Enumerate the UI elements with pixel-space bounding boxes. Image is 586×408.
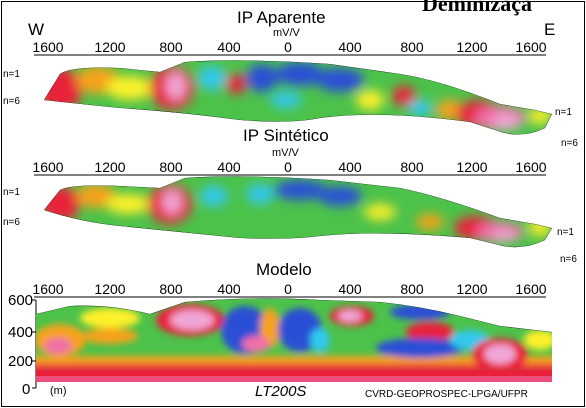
panel2-level-n1-right: n=1 [557, 227, 574, 238]
panel2-tick: 1200 [456, 159, 488, 175]
depth-label-0: 0 [22, 381, 31, 398]
panel1-tick: 1200 [456, 39, 488, 55]
panel2-title: IP Sintético [243, 126, 329, 145]
panel1-level-n6-left: n=6 [3, 96, 20, 107]
line-id: LT200S [255, 383, 307, 400]
banner-title: Deminizaçã [422, 0, 532, 16]
model-base-band-inner [36, 376, 552, 382]
panel3-tick: 1600 [32, 281, 64, 297]
panel1-level-n1-left: n=1 [3, 69, 20, 80]
panel2-tick: 1600 [32, 159, 64, 175]
panel2-tick: 1600 [515, 159, 547, 175]
panel3-tick: 1200 [94, 281, 126, 297]
panel3-tick: 1200 [456, 281, 488, 297]
panel1-level-n6-right: n=6 [561, 138, 578, 149]
panel3-tick: 800 [400, 281, 424, 297]
panel1-unit: mV/V [273, 27, 300, 39]
depth-unit: (m) [50, 385, 67, 397]
panel1-tick: 1600 [515, 39, 547, 55]
panel2-level-n6-left: n=6 [3, 217, 20, 228]
panel2-tick: 400 [338, 159, 362, 175]
panel1-tick: 400 [338, 39, 362, 55]
panel2-level-n1-left: n=1 [3, 187, 20, 198]
panel1-tick: 1600 [32, 39, 64, 55]
east-label: E [544, 20, 556, 39]
panel1-tick: 400 [217, 39, 241, 55]
panel2-tick: 800 [159, 159, 183, 175]
panel1-tick: 1200 [94, 39, 126, 55]
panel1-title: IP Aparente [237, 8, 326, 27]
panel3-tick: 0 [284, 281, 292, 297]
panel1-tick: 0 [284, 39, 292, 55]
panel1-pseudosection [44, 60, 552, 135]
panel1-level-n1-right: n=1 [555, 107, 572, 118]
panel1-tick: 800 [159, 39, 183, 55]
panel2-tick: 0 [284, 159, 292, 175]
depth-label-600: 600 [8, 292, 34, 309]
panel2-tick: 800 [400, 159, 424, 175]
depth-label-400: 400 [8, 324, 34, 341]
panel3-tick: 1600 [515, 281, 547, 297]
panel3-tick: 400 [338, 281, 362, 297]
panel2-tick: 1200 [94, 159, 126, 175]
panel2-unit: mV/V [272, 147, 299, 159]
panel3-title: Modelo [256, 260, 312, 279]
credit: CVRD-GEOPROSPEC-LPGA/UFPR [365, 389, 528, 400]
panel3-tick: 400 [217, 281, 241, 297]
west-label: W [28, 20, 45, 39]
panel3-tick: 800 [159, 281, 183, 297]
panel2-pseudosection [44, 176, 552, 248]
depth-label-200: 200 [8, 353, 34, 370]
panel1-tick: 800 [400, 39, 424, 55]
panel2-tick: 400 [217, 159, 241, 175]
panel2-level-n6-right: n=6 [560, 254, 577, 265]
panel3-model [36, 298, 552, 372]
